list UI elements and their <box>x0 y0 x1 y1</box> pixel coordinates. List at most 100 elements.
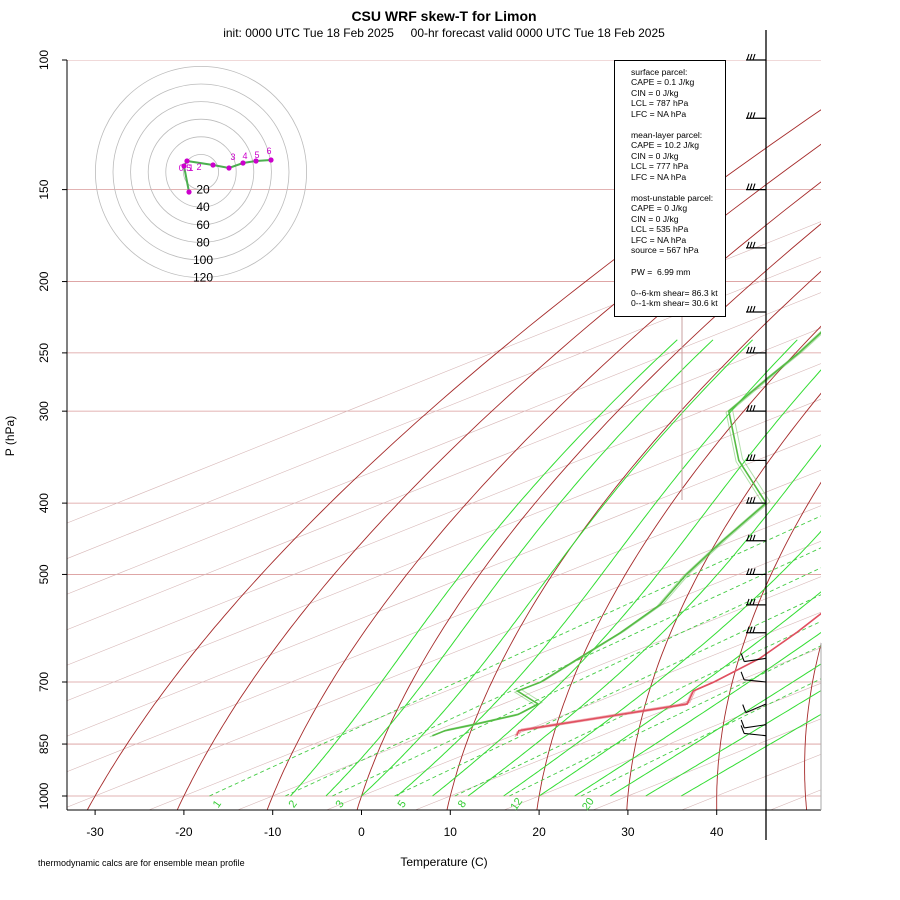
y-tick-label: 700 <box>37 672 51 692</box>
mean-layer-cape: CAPE = 10.2 J/kg <box>631 140 700 151</box>
hodograph-ring <box>130 101 272 243</box>
x-tick-label: -20 <box>175 825 193 839</box>
wind-barb-feather <box>749 626 753 633</box>
isotherm-60 <box>855 60 900 812</box>
most-unstable-cin: CIN = 0 J/kg <box>631 213 679 224</box>
mean-layer-lfc: LFC = NA hPa <box>631 171 687 182</box>
moist-adiabat <box>325 339 714 797</box>
mixing-ratio-label: 3 <box>333 798 346 810</box>
isotherm--110 <box>67 221 821 524</box>
mixing-ratio-label: 2 <box>287 798 300 810</box>
mixing-ratio-line-1 <box>209 515 821 797</box>
precipitable-water: PW = 6.99 mm <box>631 266 691 277</box>
moist-adiabat <box>574 631 821 797</box>
hodograph-ring <box>95 66 307 278</box>
wind-barb-feather <box>746 626 750 633</box>
hodograph-ring-label: 80 <box>196 235 210 249</box>
most-unstable-title: most-unstable parcel: <box>631 193 714 204</box>
hodograph-point <box>253 158 259 164</box>
isotherm-lines <box>67 60 900 812</box>
wind-barb-shaft <box>744 657 767 663</box>
y-tick-label: 400 <box>37 493 51 513</box>
wind-barb-feather <box>752 183 756 190</box>
hodograph-point <box>240 160 246 166</box>
wind-barb-feather <box>752 305 756 313</box>
mixing-ratio-line-20 <box>580 678 821 797</box>
y-tick-label: 100 <box>37 50 51 70</box>
hodograph-height-label: 3 <box>230 152 235 162</box>
wind-barb-feather <box>749 305 753 313</box>
hodograph-ring-label: 60 <box>196 218 210 232</box>
hodograph-ring <box>147 118 255 226</box>
wind-barb-feather <box>752 534 756 541</box>
isotherm--90 <box>67 292 821 595</box>
mixing-ratio-label: 12 <box>508 796 525 813</box>
x-tick-label: 0 <box>358 825 365 839</box>
isotherm--20 <box>148 540 821 810</box>
moist-adiabat <box>467 444 821 797</box>
isotherm-0 <box>325 611 821 810</box>
dry-adiabat <box>356 223 821 810</box>
wind-barb-feather <box>746 53 750 61</box>
moist-adiabat <box>538 591 821 797</box>
wind-barb-feather <box>746 568 750 575</box>
dry-adiabat <box>176 143 821 810</box>
hodograph-point <box>181 163 187 169</box>
x-tick-label: 40 <box>710 825 724 839</box>
surface-lcl: LCL = 787 hPa <box>631 98 689 109</box>
hodograph-point <box>226 165 232 171</box>
dry-adiabat-lines <box>86 109 821 810</box>
mixing-ratio-line-3 <box>332 567 821 797</box>
y-axis-label: P (hPa) <box>3 416 17 456</box>
mixing-ratio-labels: 1 2 3 5 8 12 20 <box>211 796 597 813</box>
shear-block: 0--6-km shear= 86.3 kt 0--1-km shear= 30… <box>631 288 725 309</box>
wind-barb-feather <box>752 598 756 606</box>
moist-adiabat <box>361 339 753 797</box>
hodograph-ring <box>182 153 219 190</box>
hodograph-height-label: 6 <box>266 146 271 156</box>
y-tick-label: 150 <box>37 179 51 199</box>
x-tick-label: -30 <box>86 825 104 839</box>
hodograph-ring-label: 120 <box>193 271 213 285</box>
wind-barb-feather <box>749 346 753 354</box>
wind-barb-feather <box>746 496 750 504</box>
y-tick-label: 500 <box>37 564 51 584</box>
wind-barb-feather <box>746 454 750 461</box>
wind-barb-feather <box>742 704 747 713</box>
hodograph-height-label: 2 <box>196 162 201 172</box>
wind-barb-feather <box>746 183 750 190</box>
footnote: thermodynamic calcs are for ensemble mea… <box>38 858 245 868</box>
wind-barb-feather <box>749 241 753 249</box>
dry-adiabat <box>266 181 821 810</box>
hodograph-point <box>210 162 216 168</box>
moist-adiabat <box>503 530 821 797</box>
isotherm--80 <box>67 327 821 630</box>
wind-barb-shaft <box>744 679 767 683</box>
mixing-ratio-line-8 <box>454 620 821 797</box>
most-unstable-source: source = 567 hPa <box>631 245 699 256</box>
wind-barb-feather <box>752 454 756 461</box>
wind-barb-feather <box>740 725 745 734</box>
x-axis-ticks: -30 -20 -10 0 10 20 30 40 <box>86 810 724 839</box>
hodograph-height-label: 0.5 <box>179 163 192 173</box>
hodograph-ring-label: 100 <box>193 253 213 267</box>
mean-layer-cin: CIN = 0 J/kg <box>631 150 679 161</box>
mixing-ratio-label: 20 <box>580 796 597 813</box>
wind-barb-feather <box>740 653 745 662</box>
dewpoint-profile <box>432 331 821 737</box>
wind-barb-feather <box>752 626 756 633</box>
parcel-info-panel: surface parcel: CAPE = 0.1 J/kg CIN = 0 … <box>614 60 726 317</box>
mixing-ratio-line-5 <box>394 594 821 797</box>
wind-barb-feather <box>749 112 753 119</box>
isotherm--30 <box>67 505 821 808</box>
wind-barb-feather <box>752 112 756 119</box>
hodograph-point <box>268 157 274 163</box>
moist-adiabat <box>680 713 821 797</box>
isotherm--40 <box>67 469 821 773</box>
wind-barbs <box>740 30 767 840</box>
wind-barb-feather <box>749 183 753 190</box>
wind-barb-feather <box>746 241 750 249</box>
wind-barb-shaft <box>745 703 767 714</box>
hodograph-height-label: 5 <box>254 150 259 160</box>
